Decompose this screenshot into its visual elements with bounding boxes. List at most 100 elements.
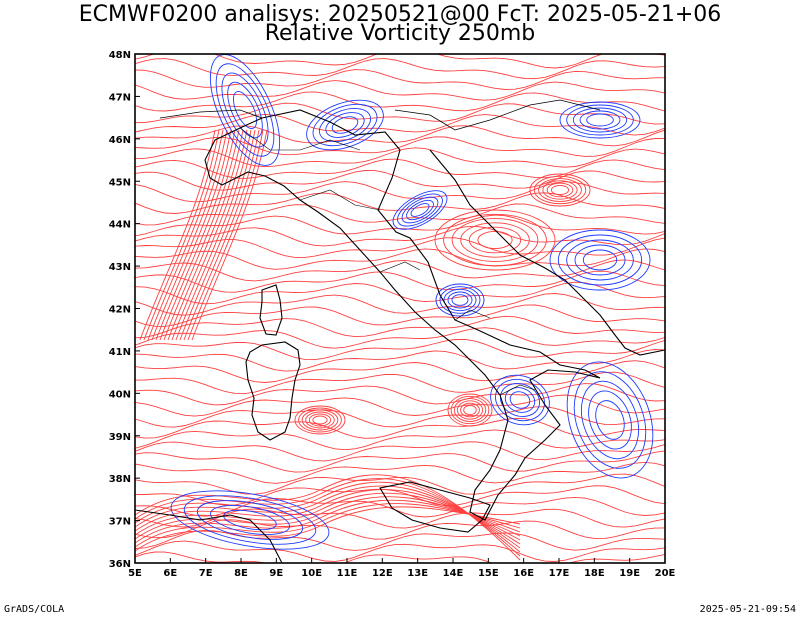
positive-contour [460,402,480,418]
positive-contour [135,315,665,339]
positive-contour [529,173,591,207]
negative-contour [490,374,550,426]
positive-contour [135,125,665,147]
negative-contour [215,63,275,157]
negative-contour [397,193,443,227]
positive-contour [191,129,268,341]
positive-contour [135,481,521,553]
positive-contour [171,129,248,341]
positive-vorticity-contours [135,54,665,563]
negative-contour [306,99,384,151]
negative-contour [572,107,628,133]
negative-contour [447,291,473,309]
negative-contour [331,116,359,134]
render-timestamp: 2025-05-21-09:54 [699,604,796,615]
positive-contour [183,129,260,341]
negative-contour [573,371,647,469]
positive-contour [533,175,587,205]
negative-contour [574,244,626,276]
lon-tick-label: 13E [407,568,428,579]
positive-contour [135,58,665,80]
negative-vorticity-contours [170,54,654,550]
positive-contour [301,409,339,431]
lon-tick-label: 7E [199,568,213,579]
lon-tick-label: 19E [619,568,640,579]
lon-tick-label: 17E [549,568,570,579]
negative-contour [557,234,643,286]
negative-contour [401,196,439,224]
positive-contour [135,506,521,552]
lon-tick-label: 12E [372,568,393,579]
positive-contour [135,485,665,506]
positive-contour [135,450,665,473]
positive-contour [167,129,244,341]
positive-contour [135,478,521,557]
negative-contour [170,490,330,550]
negative-contour [410,203,430,217]
positive-contour [135,80,665,101]
positive-contour [159,129,236,341]
positive-contour [135,461,665,484]
positive-contour [550,184,570,196]
negative-contour [581,380,639,460]
positive-contour [135,91,665,112]
positive-contour [139,129,216,341]
lon-tick-label: 11E [337,568,358,579]
positive-contour [135,69,665,90]
positive-contour [135,429,665,451]
positive-contour [135,54,665,69]
negative-contour [549,229,651,291]
positive-contour [308,413,332,427]
positive-contour [135,225,665,247]
positive-contour [135,349,665,372]
negative-contour [312,103,378,147]
negative-contour [196,500,304,540]
negative-contour [223,509,277,531]
longitude-axis: 5E 6E 7E 8E 9E 10E 11E 12E 13E 14E 15E 16E 17E 18E 19E… [128,558,676,579]
positive-contour [135,551,665,563]
negative-contour [221,72,269,148]
positive-contour [135,485,521,549]
positive-contour [546,182,574,198]
positive-contour [135,503,521,548]
lon-tick-label: 10E [301,568,322,579]
coastline [135,99,665,563]
positive-contour [542,180,578,200]
lat-tick-label: 46N [109,135,131,146]
positive-contour [312,415,328,425]
positive-contour [135,417,665,439]
lon-tick-label: 8E [234,568,248,579]
lat-tick-label: 43N [109,262,131,273]
negative-contour [579,110,621,130]
lat-tick-label: 38N [109,474,131,485]
positive-contour [151,129,228,341]
lat-tick-label: 36N [109,559,131,570]
negative-contour [406,199,434,221]
negative-contour [451,294,469,306]
positive-contour [434,209,556,271]
negative-contour [392,190,448,230]
negative-contour [586,113,614,127]
negative-contour [559,101,641,139]
positive-contour [135,270,665,293]
positive-contour [135,441,665,462]
positive-contour [135,293,665,316]
positive-contour [453,398,487,422]
positive-contour [135,136,665,157]
positive-contour [135,338,665,361]
lon-tick-label: 5E [128,568,142,579]
positive-contour [451,218,539,262]
negative-contour [210,504,290,536]
negative-contour [504,387,536,413]
negative-contour [566,104,634,136]
negative-contour [509,391,531,409]
negative-contour [582,249,618,271]
positive-contour [135,327,665,349]
lon-tick-label: 16E [513,568,534,579]
negative-contour [566,239,634,281]
positive-contour [135,474,521,561]
positive-contour [477,230,513,250]
positive-contour [135,496,665,518]
positive-contour [135,492,521,541]
software-credit: GrADS/COLA [4,604,65,615]
